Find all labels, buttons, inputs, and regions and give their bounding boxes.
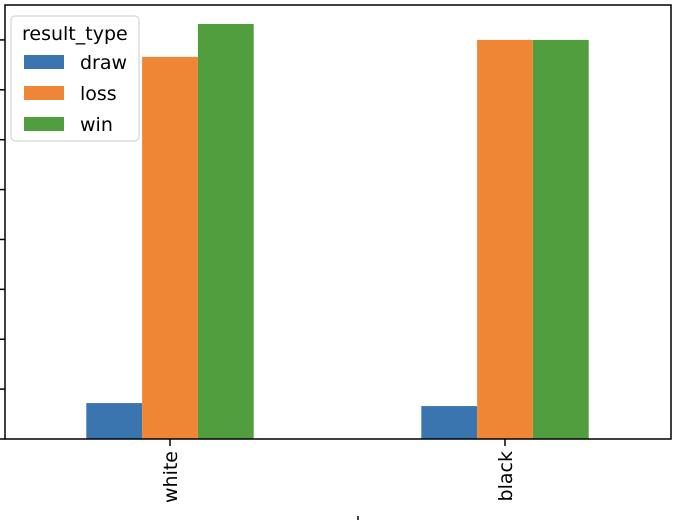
- x-tick-label-black: black: [495, 451, 517, 501]
- legend-label-loss: loss: [80, 83, 117, 105]
- legend-box: [10, 15, 140, 142]
- legend: result_type draw loss win: [10, 15, 140, 142]
- legend-title: result_type: [22, 23, 128, 45]
- bar-win-white: [197, 23, 254, 440]
- plot-frame: [4, 4, 672, 440]
- y-axis-ticks: [0, 39, 5, 440]
- x-axis-ticks: white black: [160, 439, 517, 503]
- bars: [86, 23, 589, 440]
- bar-draw-white: [86, 403, 143, 439]
- bar-win-black: [532, 39, 589, 440]
- legend-swatch-win: [24, 117, 64, 131]
- x-tick-label-white: white: [160, 451, 182, 503]
- legend-swatch-loss: [24, 86, 64, 100]
- bar-loss-black: [477, 39, 533, 440]
- legend-label-win: win: [80, 114, 113, 136]
- bar-loss-white: [142, 56, 198, 439]
- legend-swatch-draw: [24, 55, 64, 69]
- bar-draw-black: [421, 406, 478, 439]
- legend-label-draw: draw: [80, 52, 127, 74]
